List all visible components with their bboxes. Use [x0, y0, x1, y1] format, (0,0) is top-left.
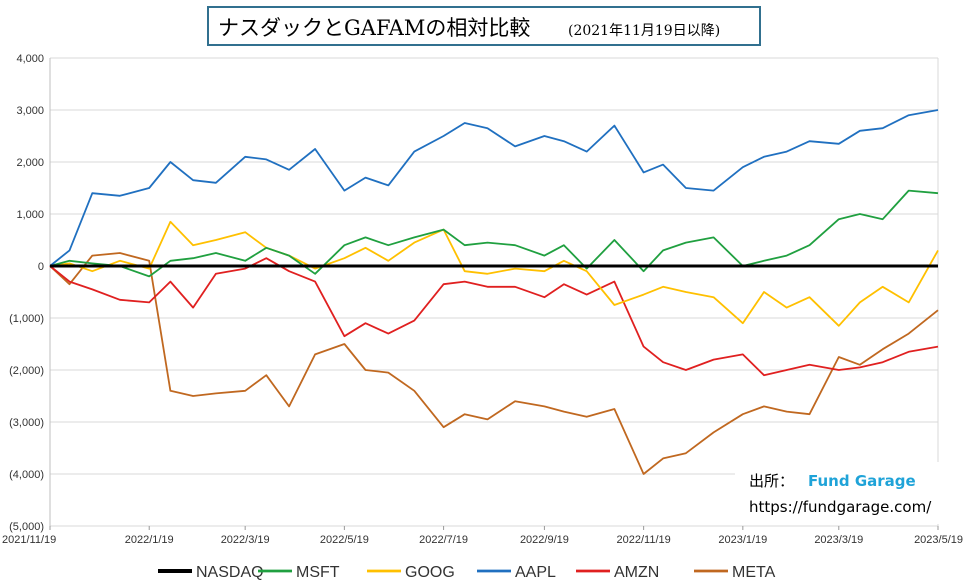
chart-title: ナスダックとGAFAMの相対比較 (2021年11月19日以降) — [207, 6, 761, 46]
y-tick-label: (1,000) — [9, 313, 44, 325]
x-tick-label: 2023/1/19 — [718, 534, 767, 546]
legend-label-goog: GOOG — [405, 564, 455, 581]
y-tick-label: 1,000 — [16, 209, 44, 221]
y-tick-label: 0 — [38, 261, 44, 273]
legend-label-meta: META — [732, 564, 776, 581]
y-axis-ticks: 4,000 3,000 2,000 1,000 0 (1,000) (2,000) (3,00… — [9, 53, 44, 533]
legend-label-amzn: AMZN — [614, 564, 659, 581]
y-tick-label: (3,000) — [9, 417, 44, 429]
title-box — [207, 6, 761, 46]
series-lines — [49, 109, 939, 475]
source-box: 出所： Fund Garage https://fundgarage.com/ — [735, 462, 940, 524]
source-brand: Fund Garage — [808, 472, 916, 490]
y-tick-label: (4,000) — [9, 469, 44, 481]
y-tick-label: 3,000 — [16, 105, 44, 117]
legend-label-nasdaq: NASDAQ — [196, 564, 264, 581]
series-line-msft — [49, 189, 939, 278]
y-tick-label: 2,000 — [16, 157, 44, 169]
x-tick-label: 2021/11/19 — [2, 534, 56, 546]
x-tick-label: 2022/7/19 — [419, 534, 468, 546]
series-line-meta — [49, 252, 939, 475]
x-tick-label: 2023/5/19 — [914, 534, 963, 546]
series-line-goog — [49, 220, 939, 327]
y-tick-label: 4,000 — [16, 53, 44, 65]
series-line-aapl — [49, 109, 939, 267]
legend: NASDAQ MSFT GOOG AAPL AMZN META — [158, 564, 776, 581]
x-tick-label: 2022/3/19 — [221, 534, 270, 546]
y-tick-label: (5,000) — [9, 521, 44, 533]
title-sub: (2021年11月19日以降) — [568, 23, 720, 39]
source-label: 出所： — [749, 472, 794, 490]
source-background — [735, 462, 940, 524]
source-url: https://fundgarage.com/ — [749, 498, 932, 516]
legend-label-aapl: AAPL — [515, 564, 556, 581]
x-tick-label: 2022/9/19 — [520, 534, 569, 546]
x-axis-ticks: 2021/11/19 2022/1/19 2022/3/19 2022/5/19 202… — [2, 526, 963, 546]
x-tick-label: 2022/1/19 — [125, 534, 174, 546]
y-tick-label: (2,000) — [9, 365, 44, 377]
x-tick-label: 2023/3/19 — [814, 534, 863, 546]
title-main: ナスダックとGAFAMの相対比較 — [218, 16, 530, 40]
series-line-amzn — [49, 257, 939, 377]
x-tick-label: 2022/11/19 — [617, 534, 671, 546]
x-tick-label: 2022/5/19 — [320, 534, 369, 546]
plot-background — [50, 58, 938, 526]
legend-label-msft: MSFT — [296, 564, 340, 581]
